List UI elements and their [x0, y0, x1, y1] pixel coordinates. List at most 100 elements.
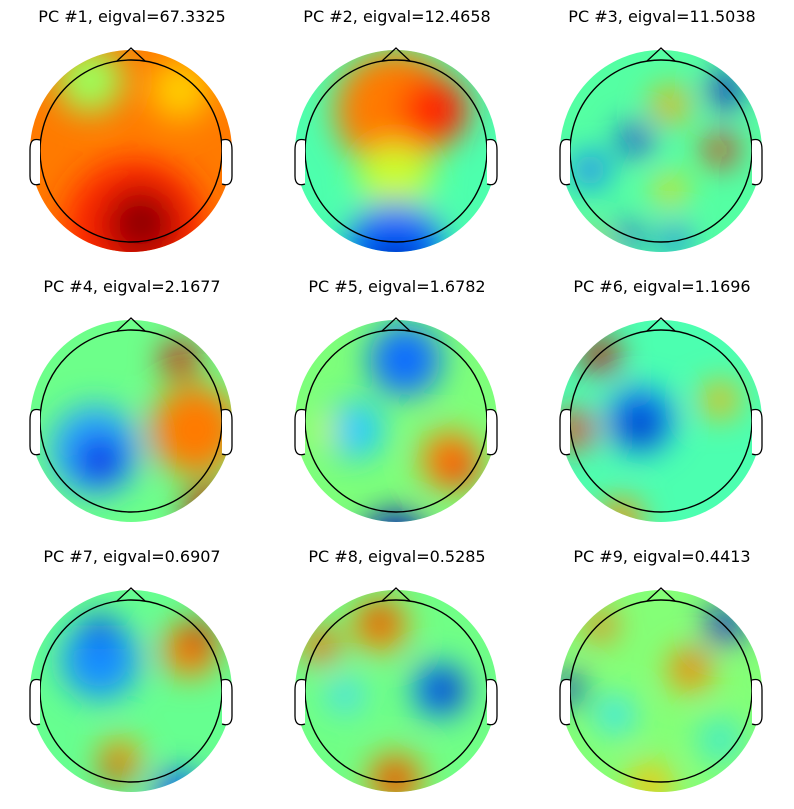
scalp-field — [30, 50, 232, 252]
panel-pc-6: PC #6, eigval=1.1696 — [530, 270, 794, 539]
field-blob — [359, 144, 431, 216]
field-blob — [661, 226, 689, 252]
panel-pc-4: PC #4, eigval=2.1677 — [0, 270, 264, 539]
field-blob — [652, 87, 688, 123]
topo-map — [559, 587, 763, 792]
left-ear-outline — [559, 678, 571, 726]
right-ear-outline — [486, 138, 498, 186]
left-ear-outline — [559, 138, 571, 186]
topo-map — [294, 587, 498, 792]
topo-map — [29, 317, 233, 522]
right-ear-outline — [221, 678, 233, 726]
field-blob — [619, 124, 651, 156]
field-blob — [57, 50, 123, 113]
topo-map — [29, 47, 233, 252]
field-blob — [699, 719, 741, 761]
nose-outline — [646, 587, 676, 602]
left-ear-outline — [29, 408, 41, 456]
field-blob — [328, 678, 362, 712]
topo-map — [559, 317, 763, 522]
topo-map — [559, 47, 763, 252]
panel-title: PC #8, eigval=0.5285 — [308, 547, 486, 566]
field-blob — [702, 382, 738, 418]
field-blob — [572, 152, 608, 188]
nose-outline — [116, 317, 146, 332]
scalp-field — [560, 590, 762, 792]
field-blob — [428, 673, 462, 707]
panel-pc-1: PC #1, eigval=67.3325 — [0, 0, 264, 269]
field-blob — [150, 385, 232, 475]
field-blob — [162, 342, 198, 378]
scalp-field — [560, 50, 762, 252]
field-blob — [707, 607, 743, 643]
nose-outline — [116, 47, 146, 62]
field-blobs — [335, 50, 468, 252]
field-blob — [622, 407, 658, 443]
field-blob — [313, 418, 337, 442]
field-blob — [366, 606, 394, 634]
field-blob — [629, 764, 671, 792]
scalp-field — [30, 320, 232, 522]
field-blob — [302, 627, 338, 663]
right-ear-outline — [751, 408, 763, 456]
field-blob — [186, 486, 232, 522]
panel-title: PC #3, eigval=11.5038 — [568, 7, 756, 26]
left-ear-outline — [29, 138, 41, 186]
scalp-field — [560, 320, 762, 522]
field-blobs — [302, 598, 467, 792]
scalp-field — [295, 590, 497, 792]
nose-outline — [646, 47, 676, 62]
nose-outline — [381, 587, 411, 602]
field-blob — [618, 223, 642, 247]
panel-title: PC #6, eigval=1.1696 — [573, 277, 751, 296]
scalp-field — [295, 50, 497, 252]
field-blob — [443, 453, 477, 487]
left-ear-outline — [29, 678, 41, 726]
field-blob — [704, 134, 736, 166]
field-blob — [326, 401, 384, 459]
right-ear-outline — [751, 138, 763, 186]
scalp-field — [30, 590, 232, 792]
panel-title: PC #5, eigval=1.6782 — [308, 277, 486, 296]
field-blob — [369, 324, 441, 396]
field-blob — [597, 697, 633, 733]
left-ear-outline — [294, 408, 306, 456]
right-ear-outline — [221, 408, 233, 456]
field-blobs — [313, 324, 479, 522]
right-ear-outline — [221, 138, 233, 186]
field-background — [560, 50, 762, 252]
field-blob — [150, 60, 210, 120]
nose-outline — [116, 587, 146, 602]
field-blob — [101, 756, 129, 784]
nose-outline — [381, 47, 411, 62]
field-blob — [359, 249, 431, 252]
field-blob — [118, 198, 166, 246]
topo-map — [294, 47, 498, 252]
field-blob — [655, 175, 685, 205]
nose-outline — [646, 317, 676, 332]
topo-map — [294, 317, 498, 522]
field-blob — [708, 73, 742, 107]
field-blob — [76, 436, 124, 484]
panel-title: PC #2, eigval=12.4658 — [303, 7, 491, 26]
panel-title: PC #7, eigval=0.6907 — [43, 547, 221, 566]
left-ear-outline — [294, 138, 306, 186]
left-ear-outline — [294, 678, 306, 726]
field-blob — [679, 654, 701, 676]
panel-pc-7: PC #7, eigval=0.6907 — [0, 540, 264, 809]
panel-title: PC #9, eigval=0.4413 — [573, 547, 751, 566]
field-blob — [402, 77, 468, 143]
panel-pc-2: PC #2, eigval=12.4658 — [265, 0, 529, 269]
panel-title: PC #1, eigval=67.3325 — [38, 7, 226, 26]
field-blob — [61, 621, 139, 699]
right-ear-outline — [751, 678, 763, 726]
panel-pc-3: PC #3, eigval=11.5038 — [530, 0, 794, 269]
panel-title: PC #4, eigval=2.1677 — [43, 277, 221, 296]
panel-pc-9: PC #9, eigval=0.4413 — [530, 540, 794, 809]
right-ear-outline — [486, 678, 498, 726]
panel-pc-8: PC #8, eigval=0.5285 — [265, 540, 529, 809]
right-ear-outline — [486, 408, 498, 456]
nose-outline — [381, 317, 411, 332]
left-ear-outline — [559, 408, 571, 456]
field-blob — [575, 235, 605, 252]
